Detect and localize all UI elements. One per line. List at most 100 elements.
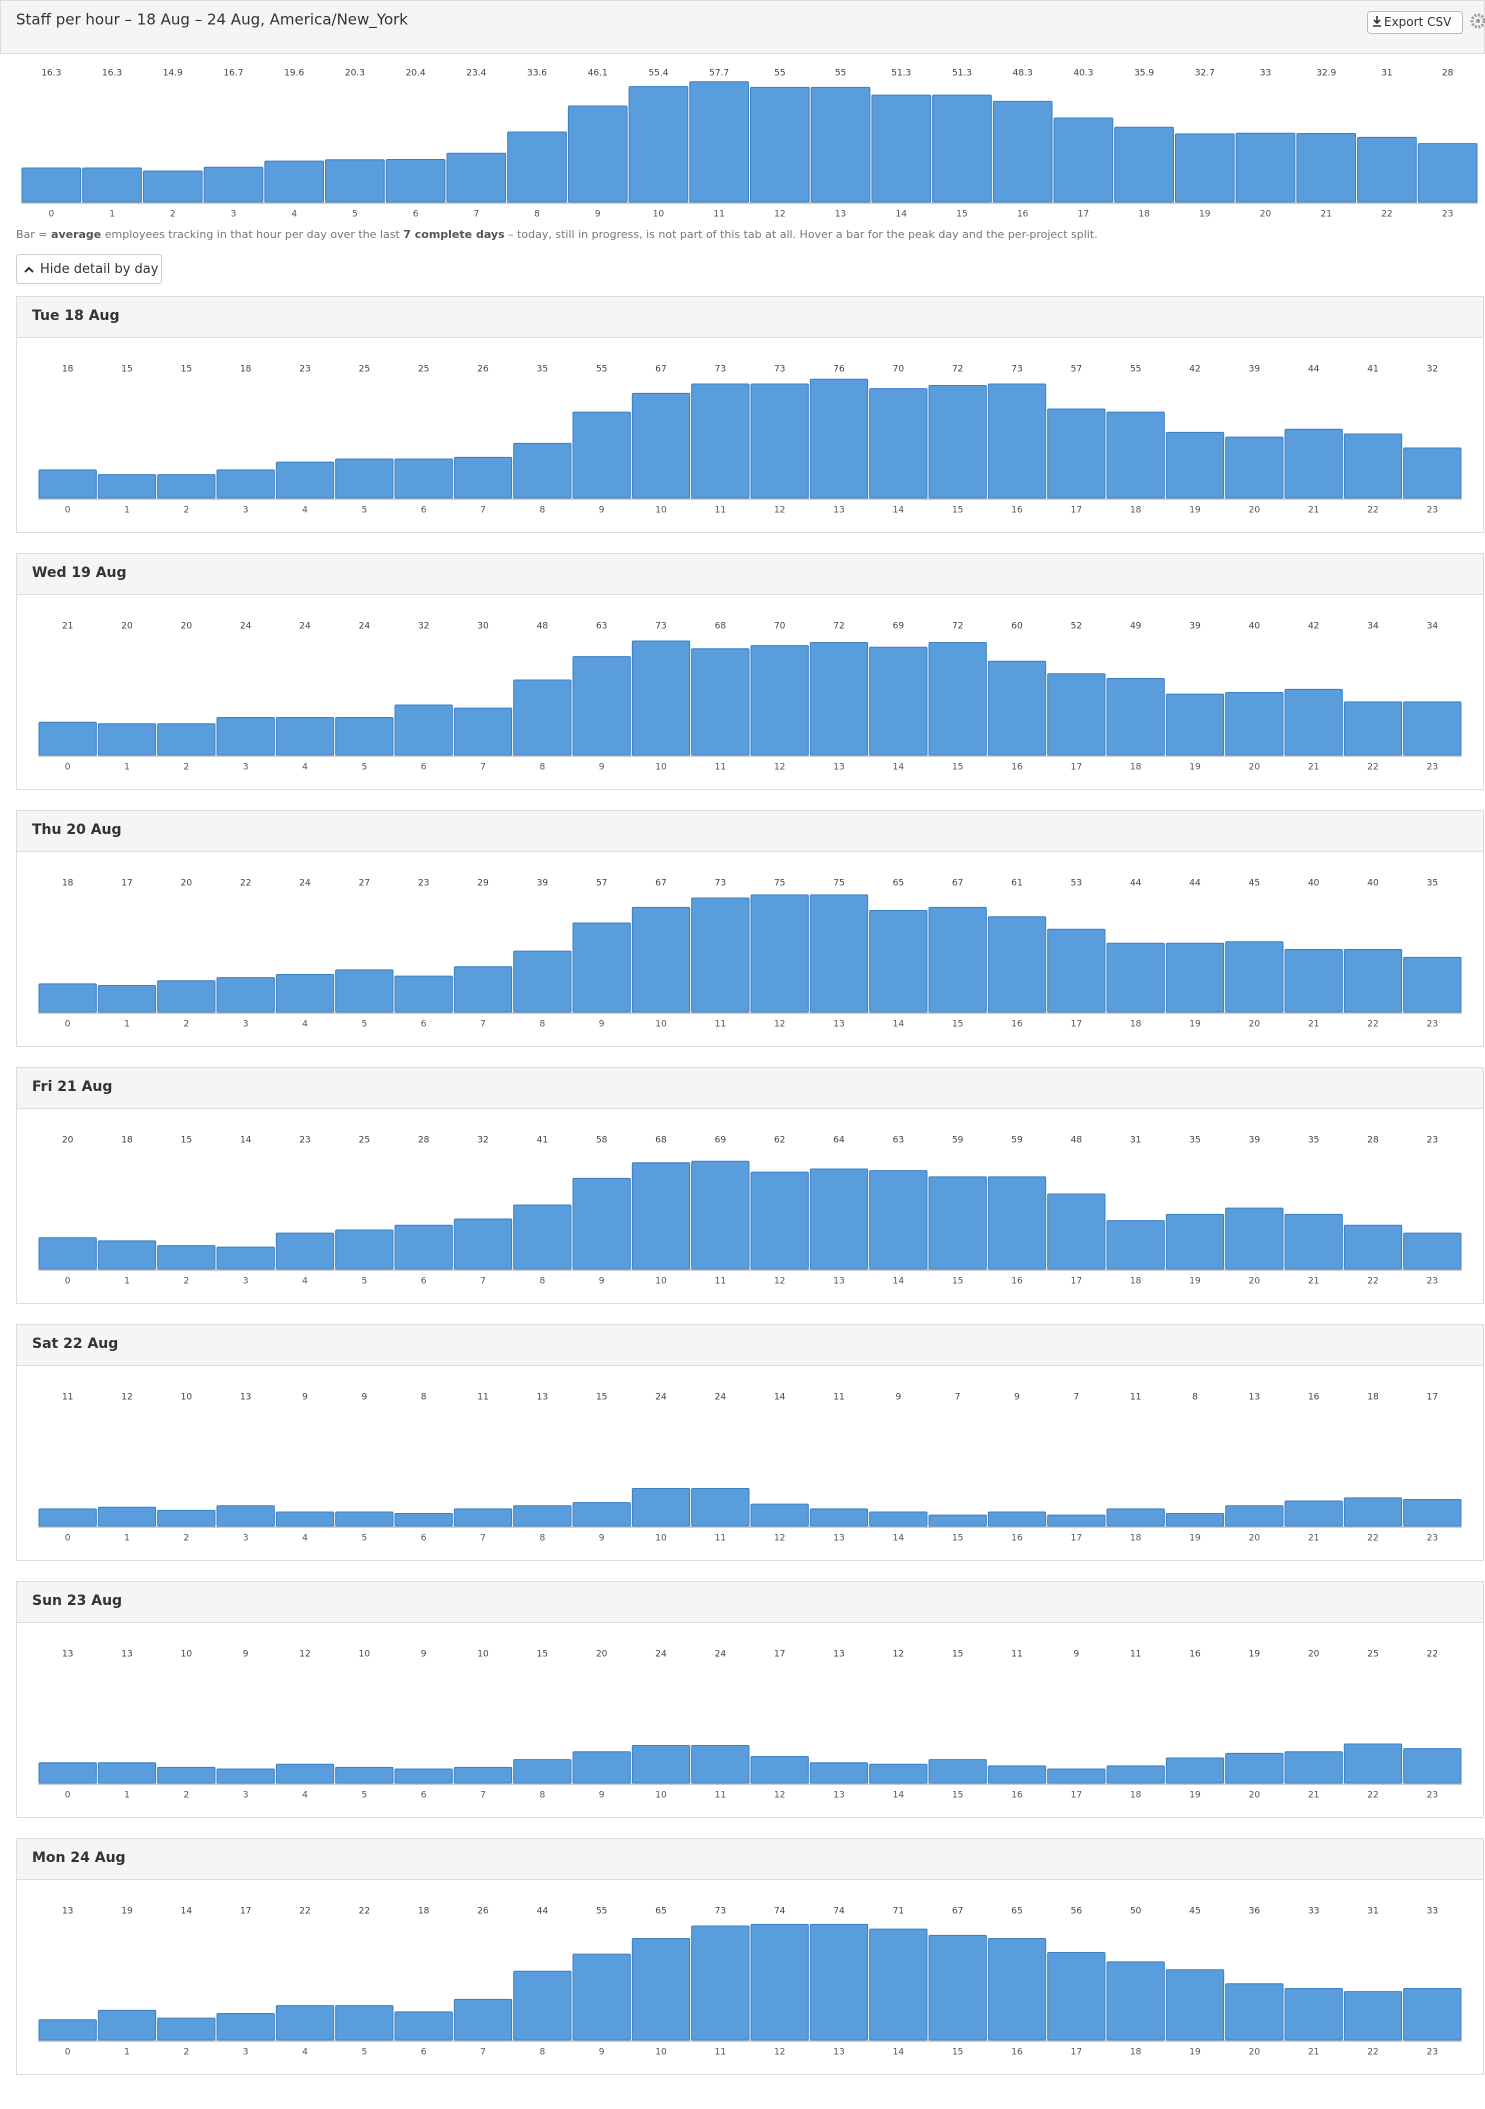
x-tick-label: 5 xyxy=(361,1020,367,1030)
value-label: 12 xyxy=(121,1393,132,1403)
value-label: 48 xyxy=(537,622,549,632)
x-tick-label: 5 xyxy=(361,763,367,773)
x-tick-label: 0 xyxy=(65,1791,71,1801)
value-label: 13 xyxy=(537,1393,548,1403)
x-tick-label: 15 xyxy=(952,506,963,516)
x-tick-label: 3 xyxy=(243,1020,249,1030)
value-label: 9 xyxy=(1014,1393,1020,1403)
toggle-button[interactable]: Hide detail by day xyxy=(16,254,162,284)
value-label: 18 xyxy=(62,879,74,889)
value-label: 32.9 xyxy=(1316,69,1336,79)
x-tick-label: 15 xyxy=(956,210,967,220)
x-tick-label: 9 xyxy=(599,1791,605,1801)
x-tick-label: 18 xyxy=(1130,1791,1142,1801)
toggle-label[interactable]: Hide detail by day xyxy=(40,262,159,277)
x-tick-label: 6 xyxy=(421,1534,427,1544)
bar xyxy=(987,1511,1047,1527)
bar xyxy=(157,980,216,1013)
value-label: 24 xyxy=(299,879,311,889)
day-panel-header xyxy=(17,1839,1483,1879)
bar xyxy=(1403,1987,1462,2041)
value-label: 26 xyxy=(477,1907,489,1917)
value-label: 26 xyxy=(477,365,489,375)
value-label: 19 xyxy=(121,1907,133,1917)
bar xyxy=(928,1514,987,1527)
bar xyxy=(394,975,453,1013)
export-button[interactable]: Export CSV xyxy=(1367,11,1463,34)
x-tick-label: 15 xyxy=(952,763,963,773)
x-tick-label: 16 xyxy=(1017,210,1029,220)
value-label: 51.3 xyxy=(891,69,911,79)
value-label: 22 xyxy=(299,1907,310,1917)
value-label: 57.7 xyxy=(709,69,729,79)
value-label: 64 xyxy=(833,1136,845,1146)
bar xyxy=(82,167,142,203)
x-tick-label: 3 xyxy=(243,2048,249,2058)
bar xyxy=(928,642,987,756)
x-tick-label: 17 xyxy=(1071,1534,1082,1544)
x-tick-label: 7 xyxy=(480,1534,486,1544)
x-tick-label: 16 xyxy=(1011,506,1023,516)
bar xyxy=(1165,431,1225,499)
x-tick-label: 8 xyxy=(539,1277,545,1287)
value-label: 35 xyxy=(1308,1136,1319,1146)
bar xyxy=(928,385,987,499)
bar xyxy=(1343,433,1403,499)
value-label: 33 xyxy=(1308,1907,1319,1917)
x-tick-label: 16 xyxy=(1011,1534,1023,1544)
bar xyxy=(1225,692,1284,756)
value-label: 44 xyxy=(1130,879,1142,889)
value-label: 69 xyxy=(715,1136,727,1146)
value-label: 63 xyxy=(596,622,607,632)
bar xyxy=(691,1160,750,1270)
value-label: 11 xyxy=(62,1393,73,1403)
value-label: 11 xyxy=(1011,1650,1022,1660)
value-label: 62 xyxy=(774,1136,785,1146)
value-label: 14 xyxy=(240,1136,252,1146)
x-tick-label: 12 xyxy=(774,763,785,773)
bar xyxy=(1225,1983,1284,2041)
x-tick-label: 8 xyxy=(539,1534,545,1544)
x-tick-label: 9 xyxy=(599,1020,605,1030)
bar xyxy=(572,1751,631,1784)
value-label: 36 xyxy=(1249,1907,1261,1917)
x-tick-label: 1 xyxy=(124,1534,130,1544)
value-label: 42 xyxy=(1189,365,1200,375)
bar xyxy=(97,474,157,499)
x-tick-label: 20 xyxy=(1249,1791,1261,1801)
value-label: 48.3 xyxy=(1013,69,1033,79)
x-tick-label: 20 xyxy=(1249,1534,1261,1544)
value-label: 11 xyxy=(1130,1393,1141,1403)
value-label: 16 xyxy=(1308,1393,1320,1403)
x-tick-label: 4 xyxy=(302,1791,308,1801)
export-label[interactable]: Export CSV xyxy=(1384,15,1452,29)
value-label: 20.4 xyxy=(406,69,426,79)
bar xyxy=(1225,1752,1284,1784)
x-tick-label: 23 xyxy=(1427,1534,1438,1544)
value-label: 12 xyxy=(893,1650,904,1660)
value-label: 39 xyxy=(537,879,549,889)
x-tick-label: 21 xyxy=(1308,763,1319,773)
bar xyxy=(335,969,394,1013)
bar xyxy=(335,1229,394,1270)
settings-icon[interactable] xyxy=(1470,13,1485,29)
bar xyxy=(325,159,385,203)
x-tick-label: 21 xyxy=(1308,1277,1319,1287)
value-label: 32 xyxy=(477,1136,488,1146)
x-tick-label: 1 xyxy=(124,1791,130,1801)
x-tick-label: 11 xyxy=(715,1791,726,1801)
value-label: 32 xyxy=(1427,365,1438,375)
value-label: 39 xyxy=(1189,622,1201,632)
x-tick-label: 2 xyxy=(183,2048,189,2058)
x-tick-label: 23 xyxy=(1427,763,1438,773)
value-label: 73 xyxy=(655,622,666,632)
value-label: 33 xyxy=(1260,69,1271,79)
bar xyxy=(335,458,394,499)
x-tick-label: 11 xyxy=(715,1020,726,1030)
x-tick-label: 12 xyxy=(774,2048,785,2058)
value-label: 22 xyxy=(1427,1650,1438,1660)
value-label: 24 xyxy=(655,1650,667,1660)
x-tick-label: 23 xyxy=(1442,210,1453,220)
value-label: 23.4 xyxy=(466,69,486,79)
x-tick-label: 11 xyxy=(715,2048,726,2058)
